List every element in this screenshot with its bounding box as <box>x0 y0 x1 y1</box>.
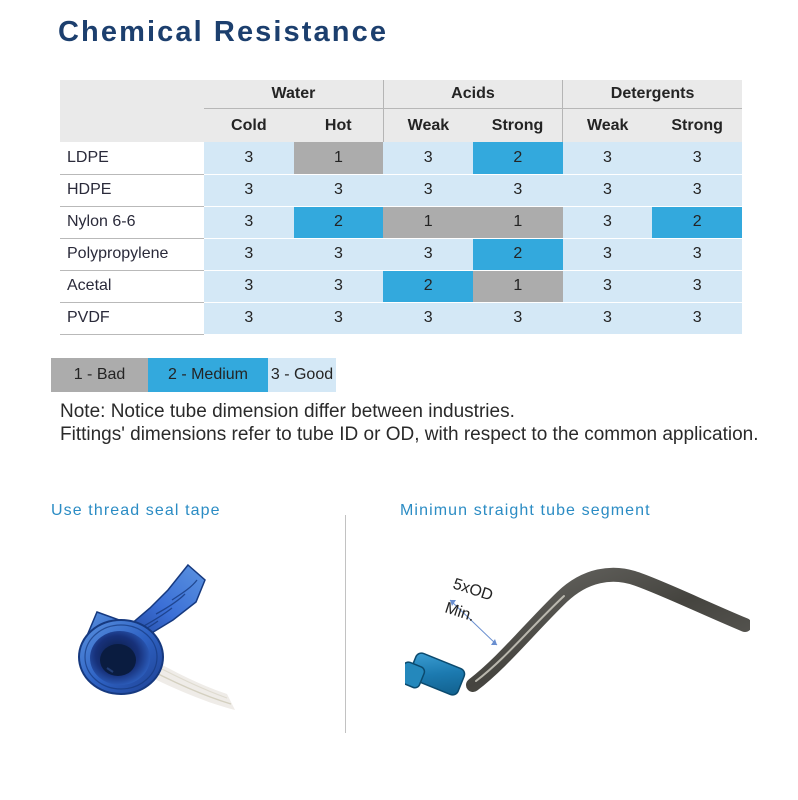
svg-text:5xOD: 5xOD <box>451 576 495 605</box>
svg-text:Min.: Min. <box>443 600 477 626</box>
